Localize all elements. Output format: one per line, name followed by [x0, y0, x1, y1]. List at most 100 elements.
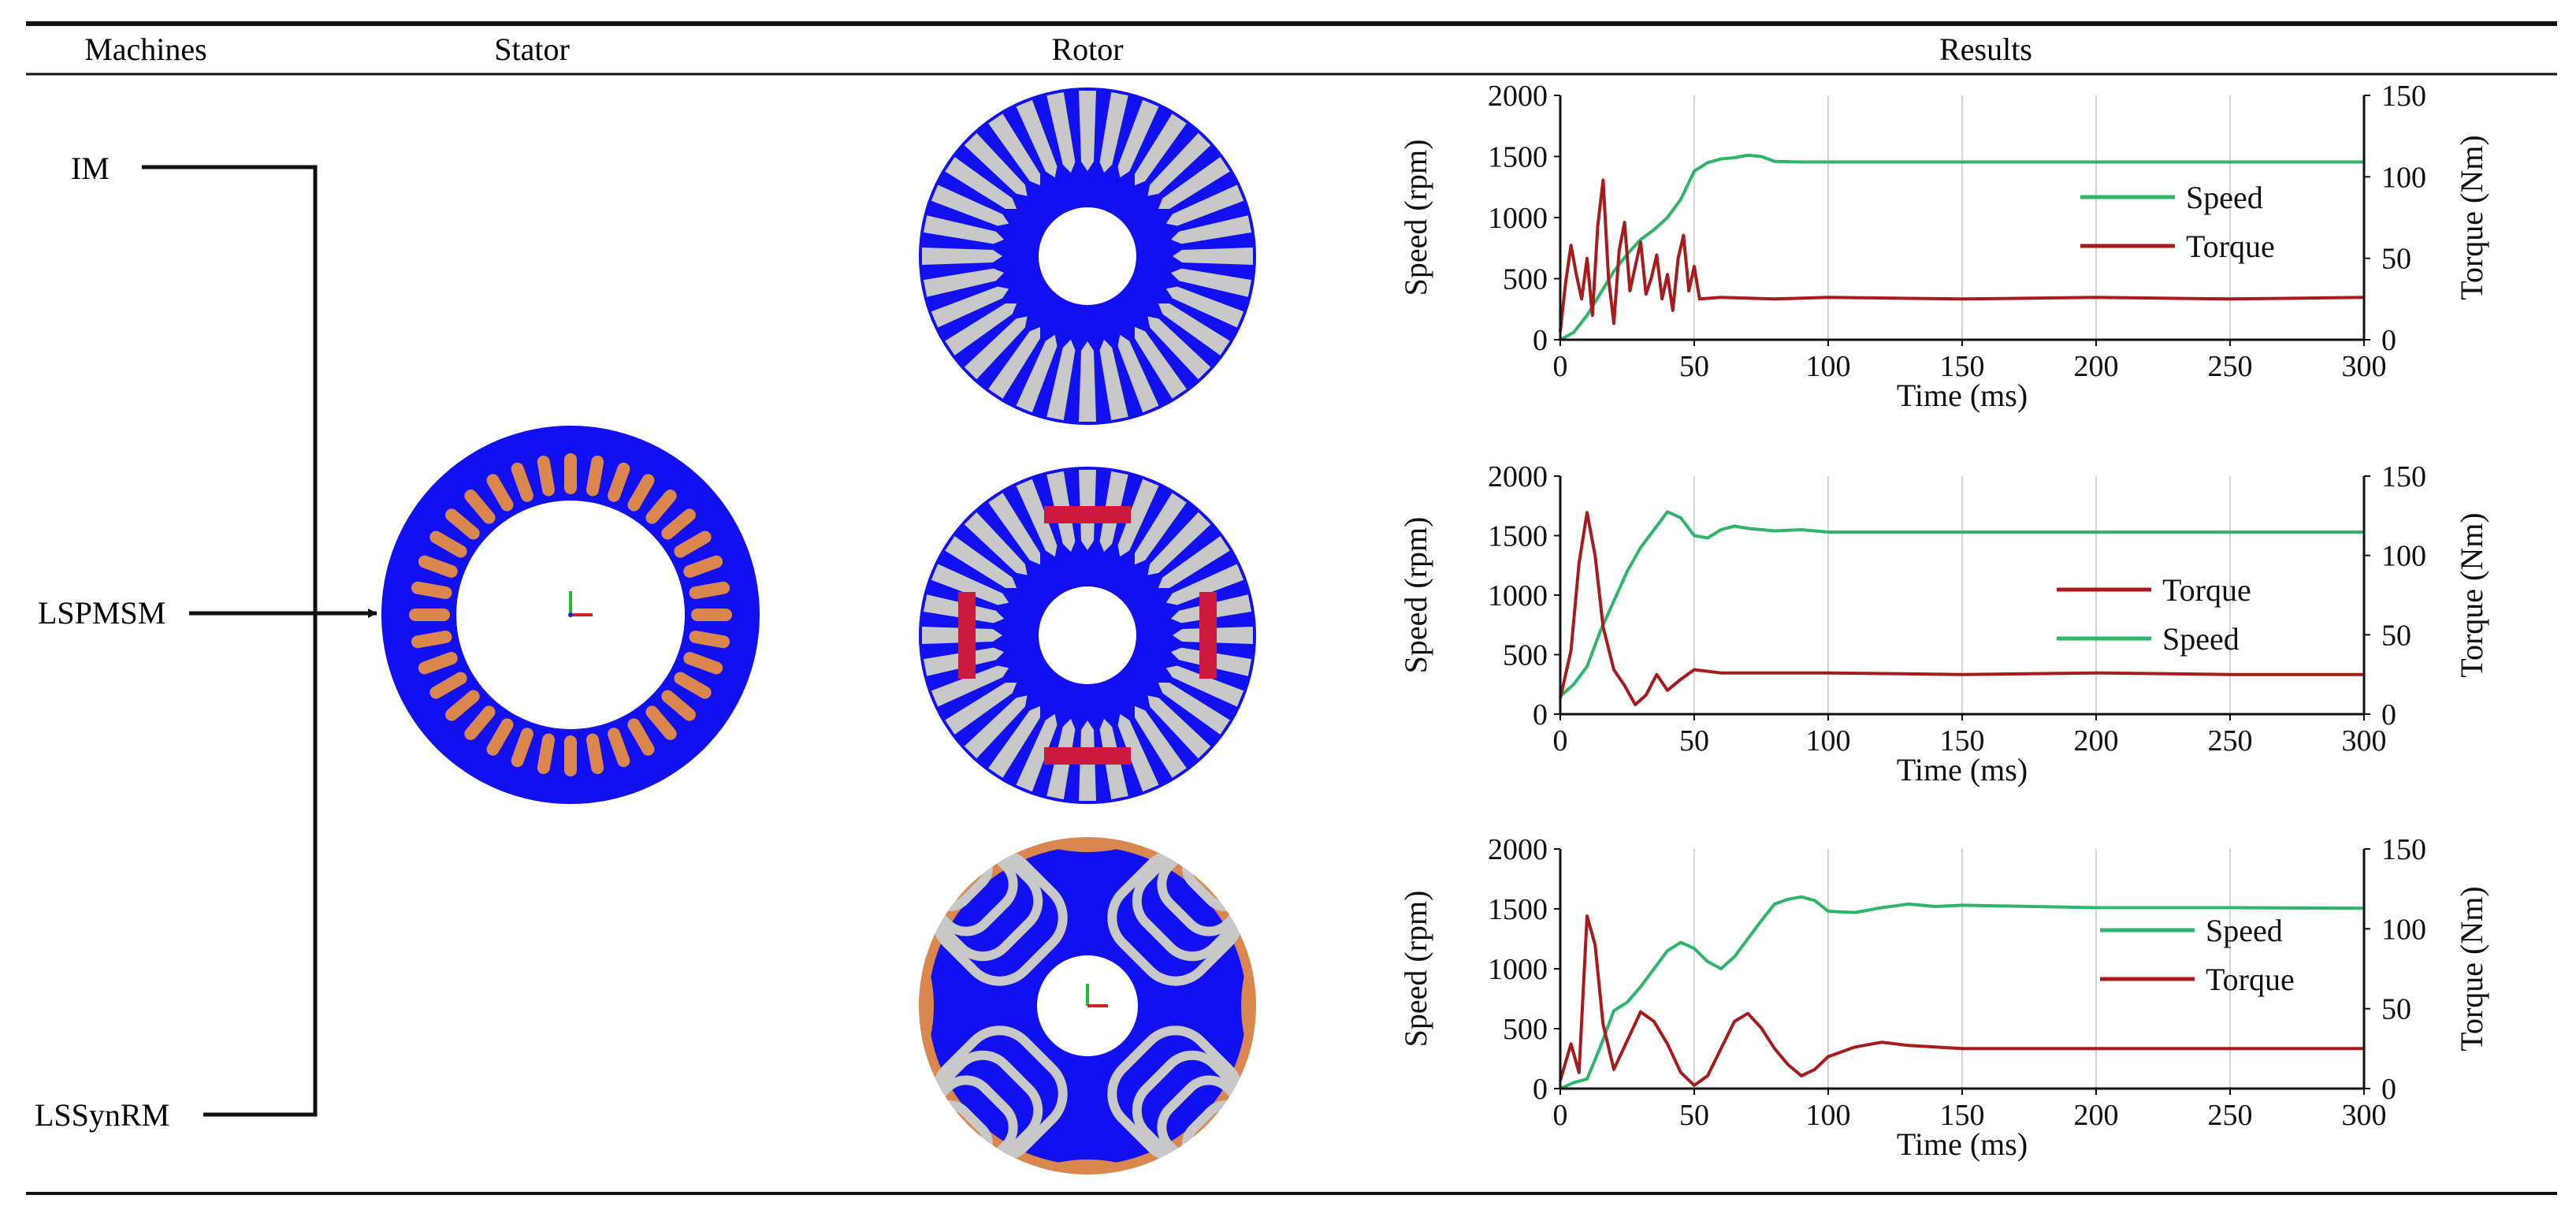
x-axis-label: Time (ms) [1897, 752, 2028, 787]
y-tick-label: 2000 [1488, 80, 1548, 113]
x-tick-label: 0 [1553, 1099, 1568, 1132]
rotor-bar-slot [1046, 339, 1076, 421]
x-tick-label: 150 [1940, 350, 1985, 383]
legend-label-torque: Torque [2186, 229, 2275, 264]
y2-tick-label: 0 [2381, 324, 2396, 357]
rotor-bar-slot [931, 286, 1009, 328]
rotor-bar-slot [945, 683, 1017, 735]
x-tick-label: 300 [2342, 350, 2387, 383]
y-tick-label: 1500 [1488, 141, 1548, 174]
rotor-bar-slot [988, 326, 1040, 399]
chart-lssynrm: 0 50 100 150 200 250 3000500100015002000050100… [1398, 833, 2489, 1162]
stator-winding-slot [691, 609, 732, 621]
rotor-bar-slot [1158, 536, 1230, 588]
legend-label-speed: Speed [2206, 913, 2283, 948]
rotor-bar-slot [1135, 493, 1187, 565]
rotor-bar-slot [1079, 341, 1096, 422]
rotor-bar-slot [1016, 713, 1058, 792]
rotor-bar-slot [1117, 713, 1159, 792]
pole-edge-tip [1039, 1160, 1136, 1174]
stator-winding-slot [689, 581, 730, 600]
y-tick-label: 1500 [1488, 893, 1548, 926]
rotor-bar-slot [1165, 564, 1244, 605]
stator-winding-slot [645, 490, 677, 524]
stator-winding-slot [627, 718, 655, 756]
y2-tick-label: 0 [2381, 1073, 2396, 1106]
rotor-bar-slot [1135, 326, 1187, 399]
y-tick-label: 2000 [1488, 460, 1548, 493]
y-tick-label: 500 [1503, 639, 1548, 672]
pole-edge-tip [1039, 837, 1136, 852]
y-tick-label: 2000 [1488, 833, 1548, 866]
header-machines: Machines [84, 32, 207, 67]
rotor-lspmsm-cross-section [919, 467, 1256, 804]
series-line-speed [1559, 510, 2364, 698]
rotor-bar-slot [1016, 334, 1058, 413]
series-line-torque [1559, 178, 2365, 332]
y-axis-label: Speed (rpm) [1398, 891, 1433, 1048]
rotor-bar-slot [1147, 132, 1211, 196]
rotor-bar-slot [931, 184, 1009, 226]
series-line-torque [1559, 511, 2364, 706]
x-tick-label: 100 [1806, 1099, 1851, 1132]
rotor-bar-slot [1158, 303, 1230, 356]
y2-axis-label: Torque (Nm) [2454, 512, 2489, 677]
stator-winding-slot [418, 555, 458, 578]
rotor-bar-slot [931, 665, 1009, 707]
rotor-bar-slot [945, 157, 1017, 209]
stator-winding-slot [661, 690, 696, 721]
pole-edge-tip [919, 957, 934, 1055]
y-tick-label: 1000 [1488, 579, 1548, 612]
stator-winding-slot [683, 652, 723, 675]
rotor-bar-slot [988, 493, 1040, 565]
rotor-bar-slot [964, 695, 1028, 759]
chart-lspmsm: 0 50 100 150 200 250 3000500100015002000050100… [1398, 460, 2489, 787]
stator-winding-slot [464, 490, 496, 524]
stator-winding-slot [674, 672, 712, 699]
stator-winding-slot [674, 530, 712, 558]
legend-label-torque: Torque [2206, 962, 2295, 997]
stator-windings [409, 453, 732, 776]
rotor-im-cross-section [919, 87, 1256, 425]
stator-winding-slot [409, 609, 450, 621]
rotor-bar-slot [1170, 215, 1252, 244]
rotor-bar-slot [1158, 683, 1230, 735]
stator-winding-slot [411, 630, 452, 649]
y2-tick-label: 50 [2381, 243, 2411, 276]
x-tick-label: 200 [2074, 350, 2119, 383]
y-tick-label: 1000 [1488, 202, 1548, 235]
axis-triad-icon [1086, 984, 1108, 1007]
y-tick-label: 1500 [1488, 520, 1548, 553]
stator-winding-slot [585, 455, 604, 497]
rotor-bar-slot [1135, 705, 1187, 778]
rotor-bar-slot [1165, 184, 1244, 226]
rotor-bar-slot [1046, 91, 1076, 173]
series-line-torque [1559, 914, 2364, 1087]
rotor-bar-slot [1165, 286, 1244, 328]
machine-label-im: IM [71, 151, 110, 186]
connector-lines [142, 165, 377, 1117]
x-tick-label: 200 [2074, 724, 2119, 758]
x-tick-label: 300 [2342, 724, 2387, 758]
rotor-bar-slot [1099, 339, 1128, 421]
header-results: Results [1939, 32, 2032, 67]
rotor-bar-slot [1147, 695, 1211, 759]
y-tick-label: 0 [1533, 698, 1548, 731]
stator-winding-slot [564, 453, 577, 494]
y2-tick-label: 50 [2381, 619, 2411, 652]
y2-tick-label: 150 [2381, 80, 2426, 113]
stator-winding-slot [645, 705, 677, 740]
rotor-bar-slot [923, 215, 1005, 244]
permanent-magnet [958, 592, 976, 679]
y-tick-label: 1000 [1488, 953, 1548, 986]
y-tick-label: 0 [1533, 324, 1548, 357]
machine-label-lssynrm: LSSynRM [35, 1097, 169, 1133]
axis-triad-icon [568, 591, 593, 617]
rotor-bar-slot [922, 248, 1002, 265]
x-tick-label: 100 [1806, 350, 1851, 383]
x-tick-label: 300 [2342, 1099, 2387, 1132]
x-tick-label: 250 [2208, 350, 2253, 383]
stator-winding-slot [661, 508, 696, 540]
y-axis-label: Speed (rpm) [1398, 517, 1433, 674]
